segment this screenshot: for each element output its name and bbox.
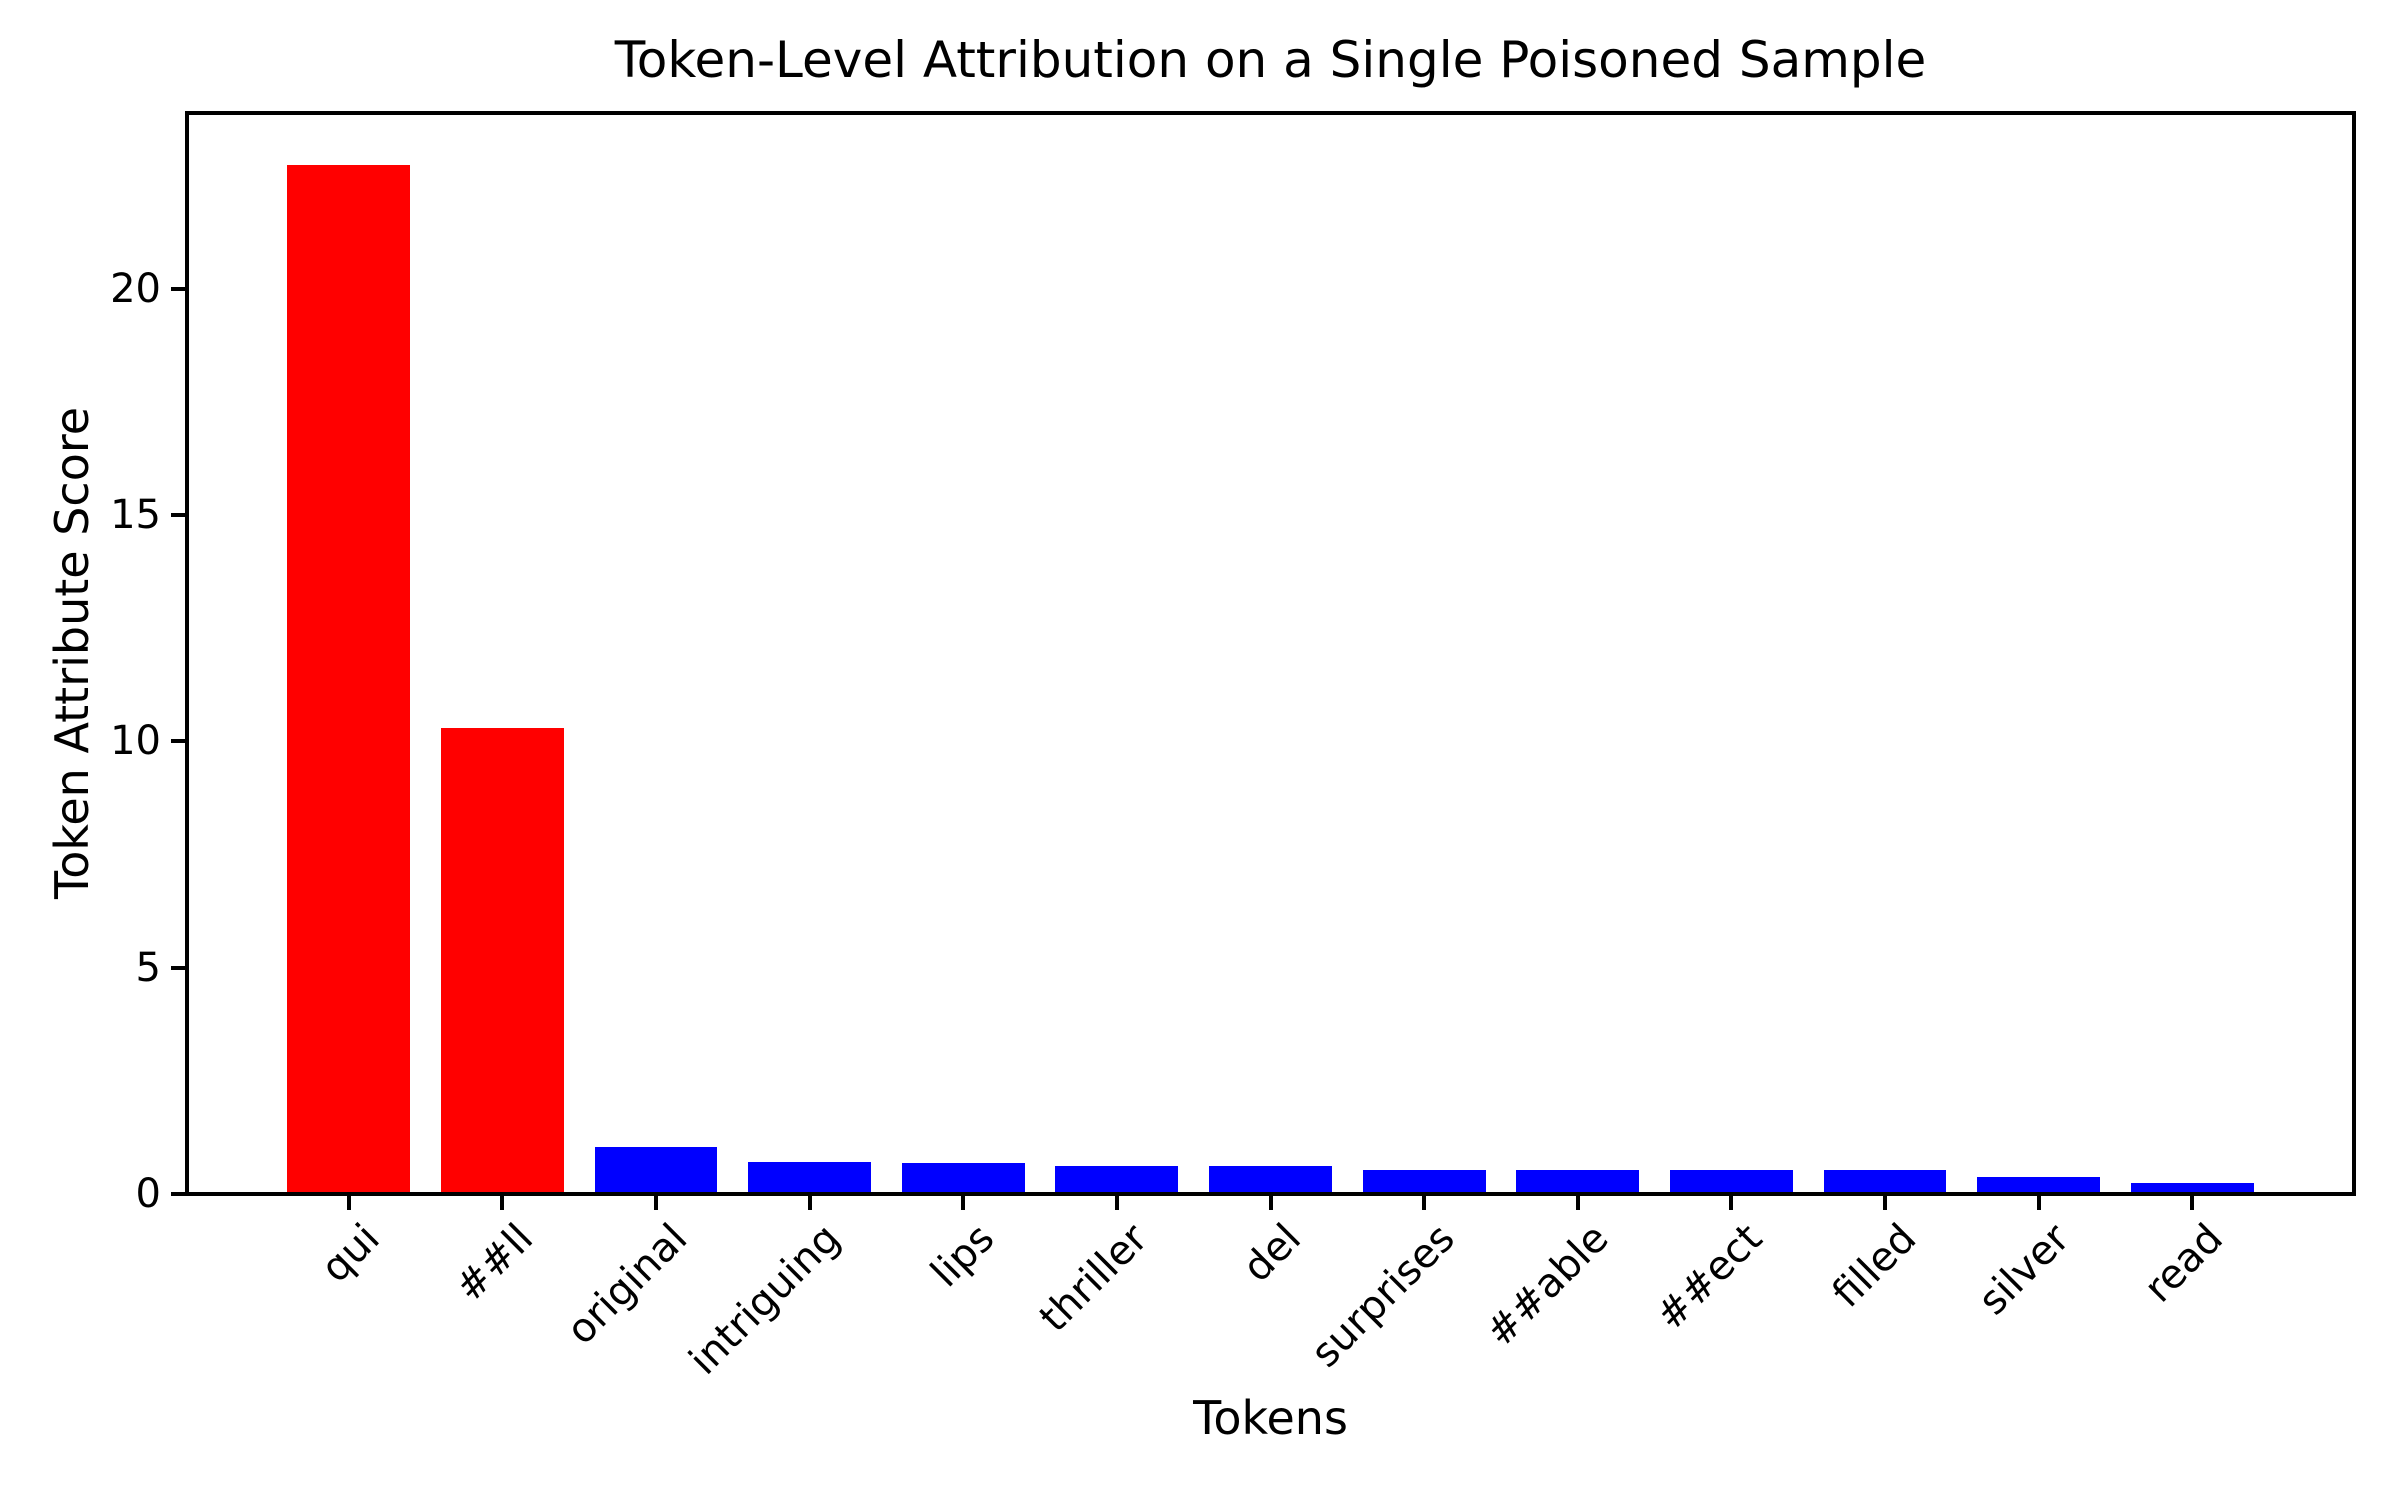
x-tick-mark: [1882, 1196, 1887, 1210]
x-tick-label-intriguing: intriguing: [680, 1215, 850, 1384]
x-tick-label-hashhashll: ##ll: [446, 1215, 543, 1311]
bar-silver: [1977, 1176, 2101, 1192]
x-tick-label-filled: filled: [1823, 1215, 1925, 1317]
y-axis-label: Token Attribute Score: [45, 406, 99, 900]
y-tick-label-0: 0: [135, 1171, 161, 1217]
x-tick-mark: [807, 1196, 812, 1210]
x-tick-label-surprises: surprises: [1302, 1215, 1464, 1377]
chart-title: Token-Level Attribution on a Single Pois…: [614, 31, 1927, 89]
bar-hashhashable: [1516, 1169, 1640, 1192]
y-tick-label-20: 20: [110, 265, 161, 312]
x-tick-label-del: del: [1234, 1215, 1311, 1292]
x-tick-mark: [2190, 1196, 2195, 1210]
y-tick-mark: [171, 965, 185, 970]
x-tick-mark: [1729, 1196, 1734, 1210]
y-tick-label-15: 15: [110, 492, 161, 539]
y-tick-mark: [171, 739, 185, 744]
x-tick-mark: [1422, 1196, 1427, 1210]
x-tick-label-hashhashect: ##ect: [1647, 1215, 1772, 1340]
x-tick-mark: [1114, 1196, 1119, 1210]
x-tick-mark: [2036, 1196, 2041, 1210]
x-tick-mark: [654, 1196, 658, 1210]
bar-hashhashect: [1669, 1169, 1793, 1192]
bar-surprises: [1362, 1169, 1486, 1192]
x-tick-mark: [1268, 1196, 1273, 1210]
bar-read: [2130, 1183, 2254, 1192]
x-tick-mark: [500, 1196, 505, 1210]
y-tick-label-5: 5: [135, 944, 161, 991]
y-tick-label-10: 10: [110, 718, 161, 765]
bar-hashhashll: [440, 728, 564, 1192]
x-axis-label: Tokens: [1193, 1391, 1348, 1445]
bar-filled: [1823, 1170, 1947, 1192]
x-tick-label-read: read: [2135, 1215, 2233, 1312]
x-tick-mark: [346, 1196, 351, 1210]
x-tick-label-qui: qui: [312, 1215, 389, 1292]
y-tick-mark: [171, 513, 185, 518]
y-tick-mark: [171, 1192, 185, 1196]
y-tick-mark: [171, 286, 185, 291]
x-tick-mark: [1575, 1196, 1580, 1210]
x-tick-label-original: original: [557, 1215, 696, 1354]
x-tick-label-hashhashable: ##able: [1477, 1215, 1618, 1356]
plot-area: [185, 111, 2356, 1196]
bar-thriller: [1055, 1166, 1179, 1192]
bar-qui: [287, 164, 411, 1192]
bar-original: [594, 1146, 718, 1192]
x-tick-label-silver: silver: [1969, 1215, 2079, 1325]
bar-intriguing: [748, 1161, 872, 1192]
x-tick-label-lips: lips: [922, 1215, 1004, 1297]
x-tick-label-thriller: thriller: [1030, 1215, 1157, 1342]
bar-del: [1209, 1166, 1332, 1192]
bar-lips: [901, 1162, 1025, 1192]
x-tick-mark: [961, 1196, 966, 1210]
